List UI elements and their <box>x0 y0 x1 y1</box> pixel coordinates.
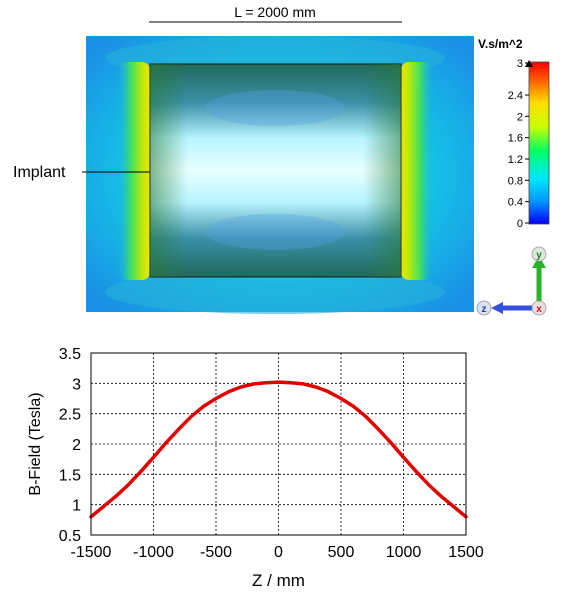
b-field-data-point <box>189 415 193 418</box>
colorbar-tick-label: 0.8 <box>508 175 523 187</box>
field-glow-left <box>118 62 150 280</box>
b-field-data-point <box>252 382 255 386</box>
colorbar-tick-label: 1.2 <box>508 154 523 166</box>
b-field-data-point <box>139 470 143 473</box>
x-tick-label: -1000 <box>133 544 174 561</box>
axes-triad: y z x <box>476 246 547 316</box>
triad-y-label: y <box>536 250 542 261</box>
colorbar-tick-label: 3 <box>517 58 523 70</box>
x-tick-label: -500 <box>200 544 232 561</box>
b-field-data-point <box>377 428 380 431</box>
b-field-data-point <box>227 390 230 394</box>
b-field-data-point <box>314 385 318 389</box>
b-field-data-point <box>427 483 430 486</box>
triad-z-arrowhead <box>491 302 503 314</box>
y-tick-labels: 0.5 1 1.5 2 2.5 3 3.5 <box>59 346 81 545</box>
y-tick-label: 2 <box>72 437 81 454</box>
colorbar-tick-label: 0 <box>517 218 523 230</box>
b-field-data-point <box>389 441 393 444</box>
x-tick-label: 0 <box>274 544 283 561</box>
plot-grid <box>91 353 466 535</box>
length-label: L = 2000 mm <box>234 4 316 20</box>
b-field-data-point <box>339 397 343 400</box>
y-tick-label: 0.5 <box>59 528 81 545</box>
b-field-data-point <box>402 456 405 459</box>
implant-label: Implant <box>13 164 66 181</box>
y-tick-label: 1 <box>72 498 81 515</box>
triad-z-badge <box>476 300 492 316</box>
b-field-data-point <box>327 390 330 394</box>
triad-x-label: x <box>536 304 542 315</box>
b-field-data-point <box>277 380 280 384</box>
b-field-data-point <box>202 405 205 408</box>
y-tick-label: 3 <box>72 376 81 393</box>
b-field-data-point <box>352 405 355 408</box>
plot-frame <box>90 352 467 536</box>
y-tick-label: 3.5 <box>59 346 81 363</box>
y-axis-label: B-Field (Tesla) <box>27 392 44 495</box>
b-field-data-point <box>289 381 293 384</box>
b-field-data-point <box>264 381 268 384</box>
triad-y-badge <box>531 246 547 262</box>
y-tick-label: 2.5 <box>59 407 81 424</box>
b-field-data-point <box>214 397 218 400</box>
colorbar-unit: V.s/m^2 <box>478 37 523 51</box>
colorbar-ticks: 3 2.4 2 1.6 1.2 0.8 0.4 0 <box>508 58 529 230</box>
triad-z-label: z <box>482 304 487 315</box>
triad-y-arrowhead <box>532 256 546 268</box>
colorbar-tick-label: 2 <box>517 111 523 123</box>
implant-pattern-bottom <box>205 214 345 250</box>
b-field-data-point <box>177 428 180 431</box>
field-halo-bottom <box>105 270 445 314</box>
b-field-data-point <box>164 441 168 444</box>
b-field-data-point <box>114 494 118 498</box>
y-tick-label: 1.5 <box>59 467 81 484</box>
b-field-data-point <box>364 415 368 418</box>
x-tick-label: 500 <box>328 544 355 561</box>
colorbar-tick-label: 2.4 <box>508 90 523 102</box>
b-field-data-point <box>452 505 455 508</box>
b-field-data-point <box>414 470 418 473</box>
implant-box-shade <box>150 64 401 277</box>
colorbar-tick-label: 1.6 <box>508 133 523 145</box>
x-tick-label: -1500 <box>71 544 112 561</box>
colorbar-top-arrow <box>525 60 533 67</box>
colorbar-tick-label: 0.4 <box>508 197 523 209</box>
plot-series <box>89 380 468 519</box>
implant-pattern-top <box>205 90 345 126</box>
triad-x-badge <box>531 300 547 316</box>
x-tick-label: 1000 <box>386 544 422 561</box>
field-glow-right <box>401 62 433 280</box>
b-field-data-point <box>127 483 130 486</box>
x-axis-label: Z / mm <box>252 571 305 590</box>
b-field-data-point <box>239 385 243 389</box>
x-tick-labels: -1500 -1000 -500 0 500 1000 1500 <box>71 544 484 561</box>
x-tick-label: 1500 <box>448 544 484 561</box>
b-field-data-point <box>152 456 155 459</box>
b-field-data-point <box>102 505 105 508</box>
field-view: L = 2000 mm Implant V.s/m^2 3 2.4 2 1.6 1.2 0… <box>13 4 550 316</box>
b-field-data-point <box>302 382 305 386</box>
b-field-data-point <box>439 494 443 498</box>
colorbar-gradient <box>528 61 550 225</box>
